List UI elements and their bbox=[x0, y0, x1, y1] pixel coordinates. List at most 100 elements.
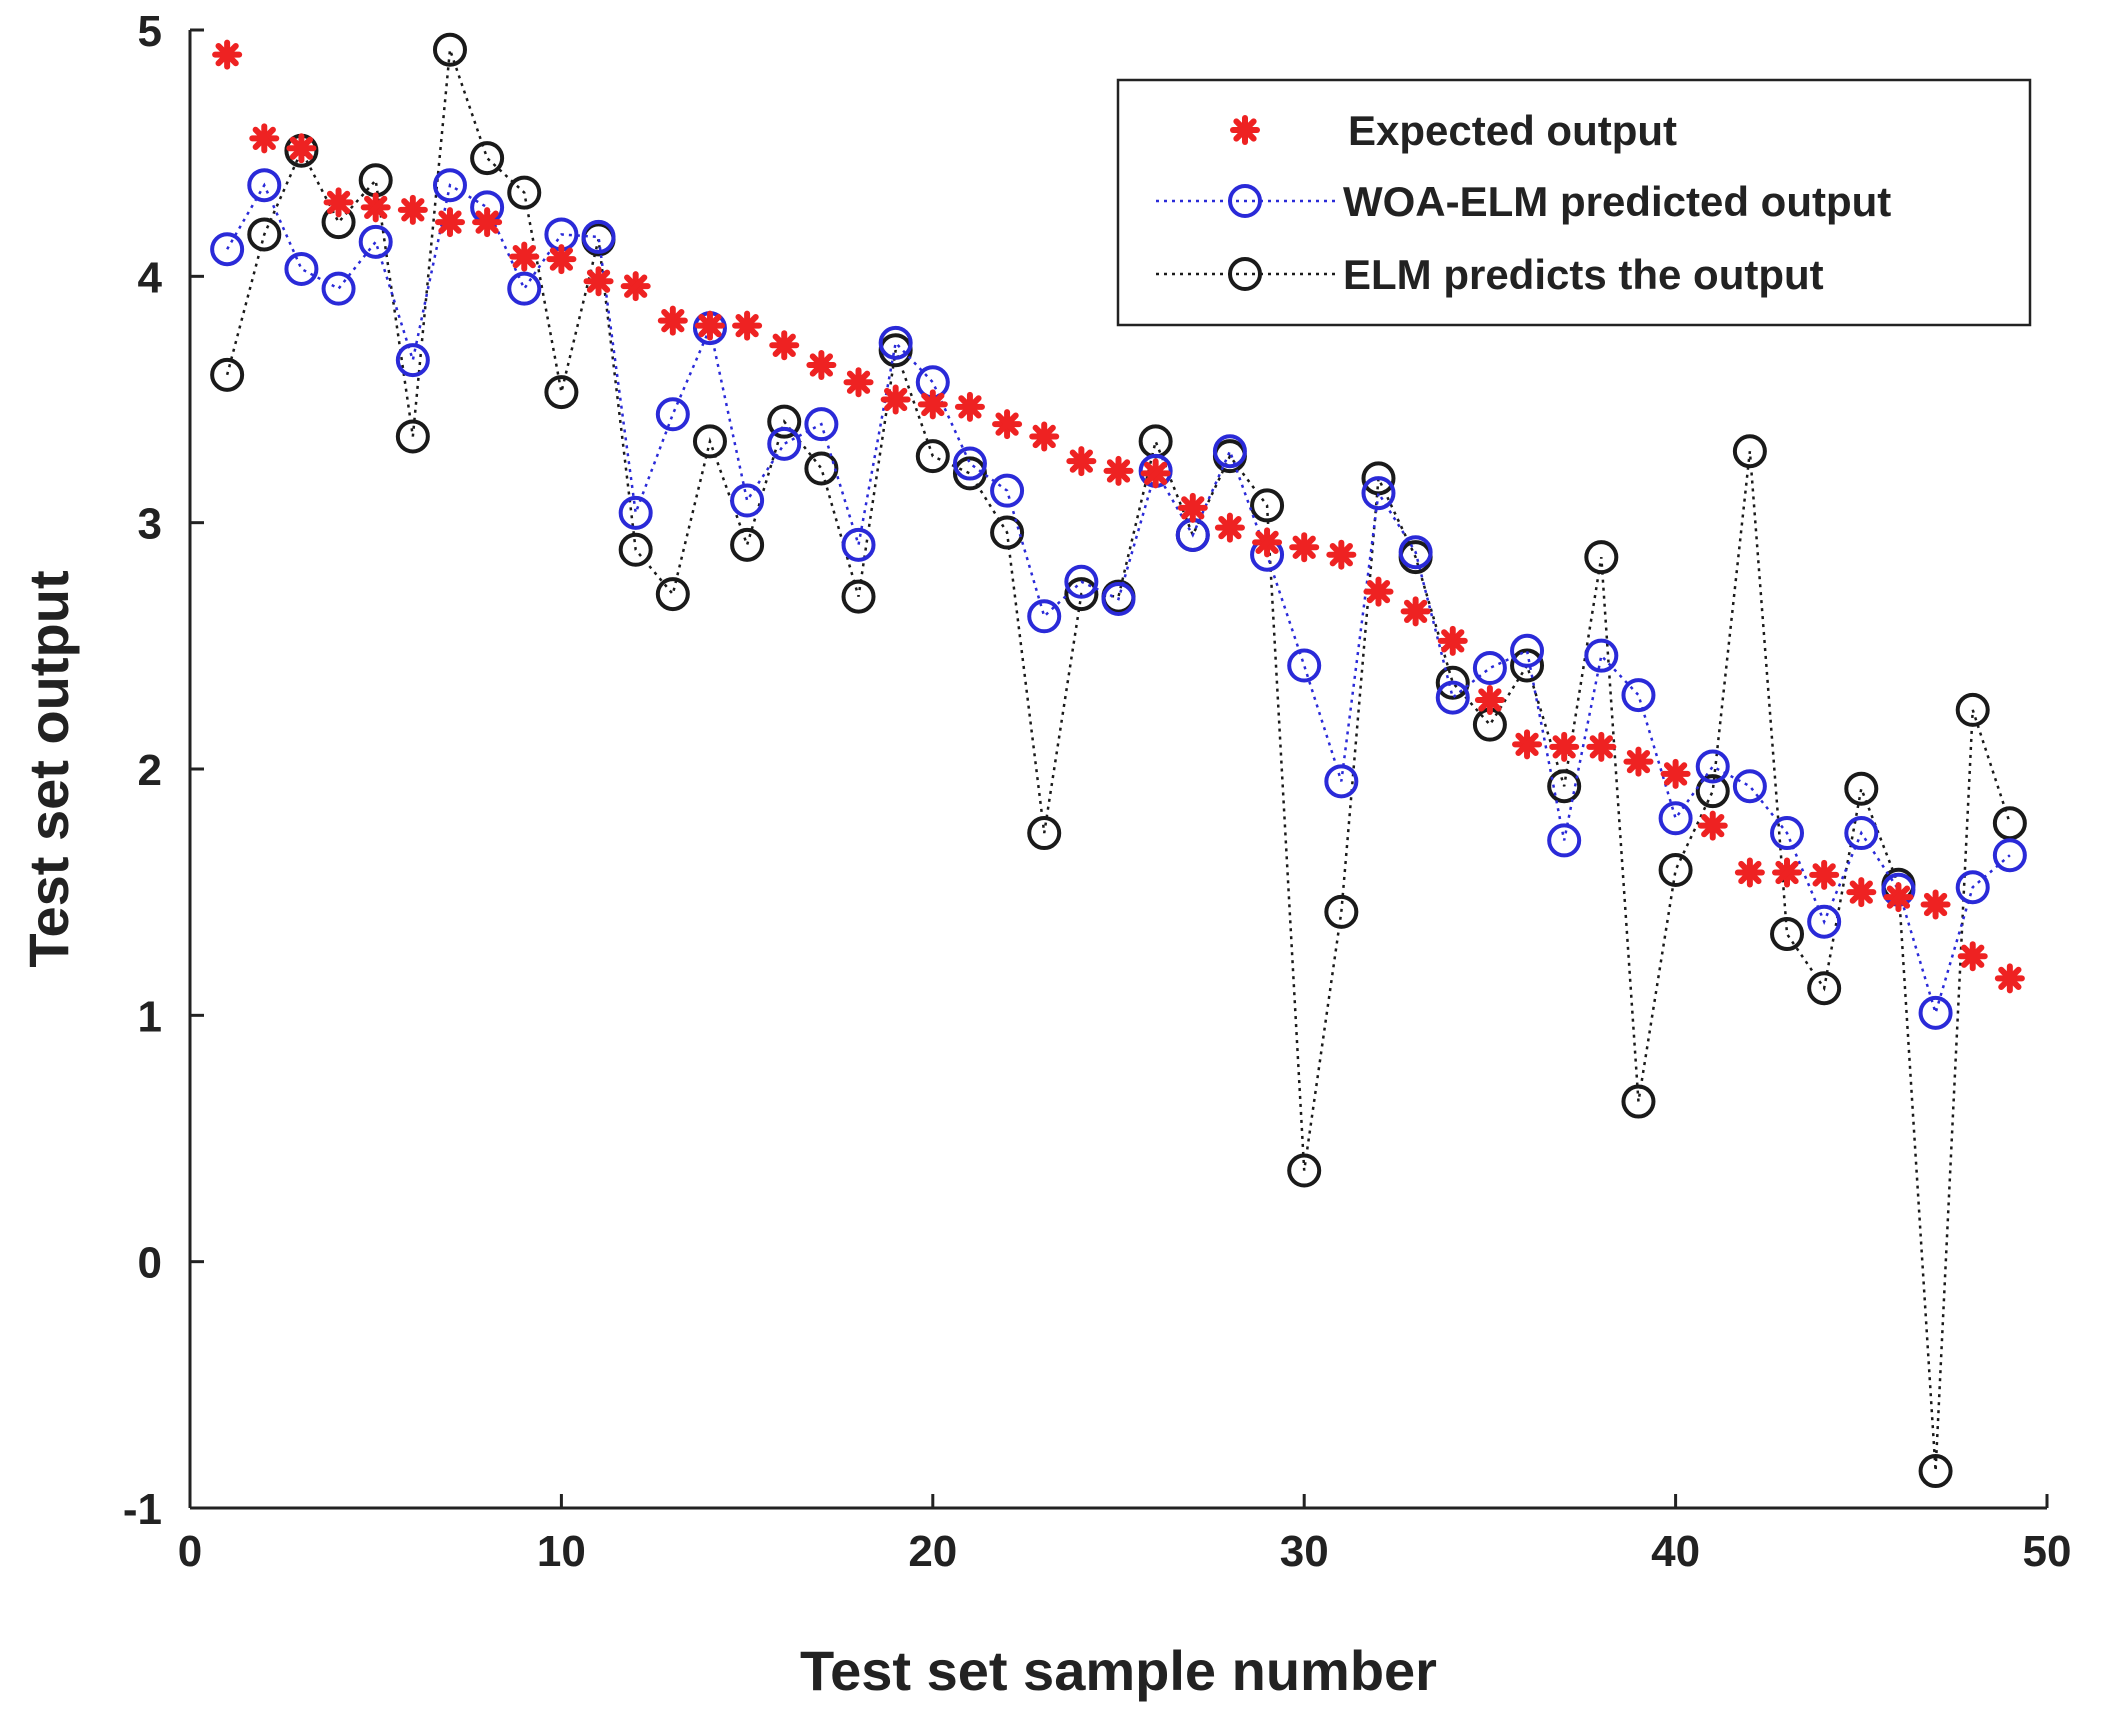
data-point bbox=[1510, 648, 1545, 683]
legend-label-expected: Expected output bbox=[1348, 107, 1677, 154]
data-point bbox=[395, 419, 430, 454]
data-point bbox=[657, 305, 688, 336]
data-point bbox=[1957, 941, 1988, 972]
legend-entry-expected: Expected output bbox=[1230, 107, 1677, 154]
data-point bbox=[249, 123, 280, 154]
data-point bbox=[321, 271, 356, 306]
y-tick-label: -1 bbox=[123, 1485, 162, 1534]
legend-marker-expected bbox=[1230, 115, 1260, 145]
data-point bbox=[694, 310, 725, 341]
data-point bbox=[546, 244, 577, 275]
data-point bbox=[1549, 731, 1580, 762]
data-point bbox=[1772, 857, 1803, 888]
data-point bbox=[432, 168, 467, 203]
data-point bbox=[769, 330, 800, 361]
data-point bbox=[1103, 455, 1134, 486]
data-point bbox=[395, 343, 430, 378]
data-point bbox=[1623, 746, 1654, 777]
data-point bbox=[1584, 540, 1619, 575]
data-point bbox=[1027, 599, 1062, 634]
data-point bbox=[1955, 870, 1990, 905]
data-point bbox=[1547, 823, 1582, 858]
y-tick-label: 3 bbox=[138, 500, 162, 549]
data-point bbox=[1437, 625, 1468, 656]
y-tick-label: 5 bbox=[138, 7, 162, 56]
data-point bbox=[358, 163, 393, 198]
data-point bbox=[1955, 692, 1990, 727]
data-point bbox=[1512, 729, 1543, 760]
data-point bbox=[954, 391, 985, 422]
data-point bbox=[1695, 774, 1730, 809]
data-point bbox=[544, 375, 579, 410]
data-point bbox=[1697, 810, 1728, 841]
data-point bbox=[509, 241, 540, 272]
data-point bbox=[1326, 539, 1357, 570]
data-point bbox=[247, 217, 282, 252]
data-point bbox=[432, 32, 467, 67]
data-point bbox=[1287, 1153, 1322, 1188]
data-point bbox=[1770, 816, 1805, 851]
data-point bbox=[581, 219, 616, 254]
data-point bbox=[1658, 801, 1693, 836]
data-point bbox=[472, 207, 503, 238]
data-point bbox=[1435, 665, 1470, 700]
data-point bbox=[878, 325, 913, 360]
y-tick-label: 4 bbox=[138, 253, 163, 302]
x-tick-label: 10 bbox=[537, 1527, 586, 1576]
data-point bbox=[1214, 512, 1245, 543]
data-point bbox=[434, 207, 465, 238]
data-point bbox=[990, 473, 1025, 508]
data-point bbox=[212, 39, 243, 70]
legend: Expected output WOA-ELM predicted output… bbox=[1116, 78, 2032, 327]
data-point bbox=[767, 404, 802, 439]
data-point bbox=[1398, 535, 1433, 570]
data-point bbox=[1584, 638, 1619, 673]
data-point bbox=[655, 577, 690, 612]
data-point bbox=[692, 424, 727, 459]
data-point bbox=[952, 456, 987, 491]
data-point bbox=[1807, 904, 1842, 939]
data-point bbox=[210, 357, 245, 392]
data-point bbox=[1064, 564, 1099, 599]
x-axis-label: Test set sample number bbox=[800, 1639, 1437, 1702]
data-point bbox=[1027, 816, 1062, 851]
data-point bbox=[1734, 857, 1765, 888]
data-point bbox=[507, 271, 542, 306]
legend-entry-elm: ELM predicts the output bbox=[1156, 251, 1824, 298]
data-point bbox=[1140, 458, 1171, 489]
data-point bbox=[655, 397, 690, 432]
legend-label-woa-elm: WOA-ELM predicted output bbox=[1343, 178, 1891, 225]
x-tick-label: 50 bbox=[2023, 1527, 2072, 1576]
data-point bbox=[1994, 963, 2025, 994]
data-point bbox=[1324, 764, 1359, 799]
series-2-line bbox=[225, 49, 2012, 1472]
series-1 bbox=[210, 168, 2027, 1030]
data-point bbox=[1732, 434, 1767, 469]
data-point bbox=[1658, 852, 1693, 887]
legend-symbol bbox=[1230, 115, 1260, 145]
y-axis-label: Test set output bbox=[17, 570, 80, 967]
data-point bbox=[618, 495, 653, 530]
data-point bbox=[1918, 1454, 1953, 1489]
data-point bbox=[1212, 434, 1247, 469]
data-point bbox=[358, 224, 393, 259]
data-point bbox=[1324, 894, 1359, 929]
data-point bbox=[1621, 1084, 1656, 1119]
y-tick-label: 0 bbox=[138, 1239, 162, 1288]
data-point bbox=[841, 579, 876, 614]
data-point bbox=[1064, 577, 1099, 612]
data-point bbox=[841, 527, 876, 562]
data-point bbox=[1992, 806, 2027, 841]
data-point bbox=[1695, 749, 1730, 784]
data-point bbox=[1029, 421, 1060, 452]
x-tick-label: 0 bbox=[178, 1527, 202, 1576]
legend-symbol bbox=[1228, 257, 1262, 291]
data-point bbox=[397, 194, 428, 225]
data-point bbox=[286, 133, 317, 164]
data-point bbox=[1547, 769, 1582, 804]
data-point bbox=[1289, 532, 1320, 563]
data-point bbox=[1732, 769, 1767, 804]
x-tick-label: 40 bbox=[1651, 1527, 1700, 1576]
data-point bbox=[1435, 680, 1470, 715]
